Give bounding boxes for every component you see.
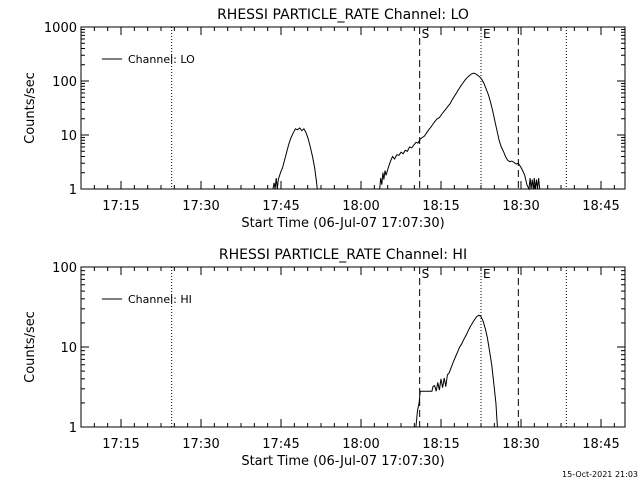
x-axis-label: Start Time (06-Jul-07 17:07:30)	[241, 454, 444, 469]
legend-label: Channel: HI	[128, 293, 192, 306]
x-axis-label: Start Time (06-Jul-07 17:07:30)	[241, 216, 444, 231]
series-line	[415, 314, 498, 428]
y-tick-label: 1000	[44, 21, 77, 36]
x-tick-label: 18:45	[582, 437, 619, 452]
y-axis-label: Counts/sec	[23, 72, 38, 144]
y-tick-label: 10	[60, 129, 77, 144]
x-tick-label: 17:30	[182, 199, 219, 214]
series-line	[272, 72, 541, 191]
x-tick-label: 18:15	[422, 199, 459, 214]
marker-label: E	[483, 27, 491, 41]
x-tick-label: 18:45	[582, 199, 619, 214]
marker-label: S	[422, 27, 430, 41]
x-tick-label: 18:00	[342, 437, 379, 452]
hi-channel-panel: RHESSI PARTICLE_RATE Channel: HI Start Ti…	[23, 247, 626, 469]
x-tick-label: 18:00	[342, 199, 379, 214]
x-tick-label: 17:45	[262, 199, 299, 214]
y-tick-label: 1	[69, 183, 77, 198]
y-tick-label: 100	[52, 261, 77, 276]
x-tick-label: 17:30	[182, 437, 219, 452]
marker-label: S	[422, 267, 430, 281]
plot-frame	[80, 26, 626, 190]
legend-label: Channel: LO	[128, 53, 195, 66]
chart-title: RHESSI PARTICLE_RATE Channel: LO	[217, 7, 469, 23]
x-tick-label: 18:30	[502, 437, 539, 452]
x-tick-label: 18:15	[422, 437, 459, 452]
footer-date: 15-Oct-2021 21:03	[562, 470, 638, 479]
lo-channel-panel: RHESSI PARTICLE_RATE Channel: LO Start Ti…	[23, 7, 626, 231]
y-tick-label: 10	[60, 341, 77, 356]
marker-label: E	[483, 267, 491, 281]
y-axis-label: Counts/sec	[23, 311, 38, 383]
y-tick-label: 1	[69, 421, 77, 436]
x-tick-label: 17:45	[262, 437, 299, 452]
plot-frame	[80, 266, 626, 428]
chart-title: RHESSI PARTICLE_RATE Channel: HI	[219, 247, 467, 263]
y-tick-label: 100	[52, 75, 77, 90]
x-tick-label: 17:15	[102, 199, 139, 214]
x-tick-label: 18:30	[502, 199, 539, 214]
x-tick-label: 17:15	[102, 437, 139, 452]
